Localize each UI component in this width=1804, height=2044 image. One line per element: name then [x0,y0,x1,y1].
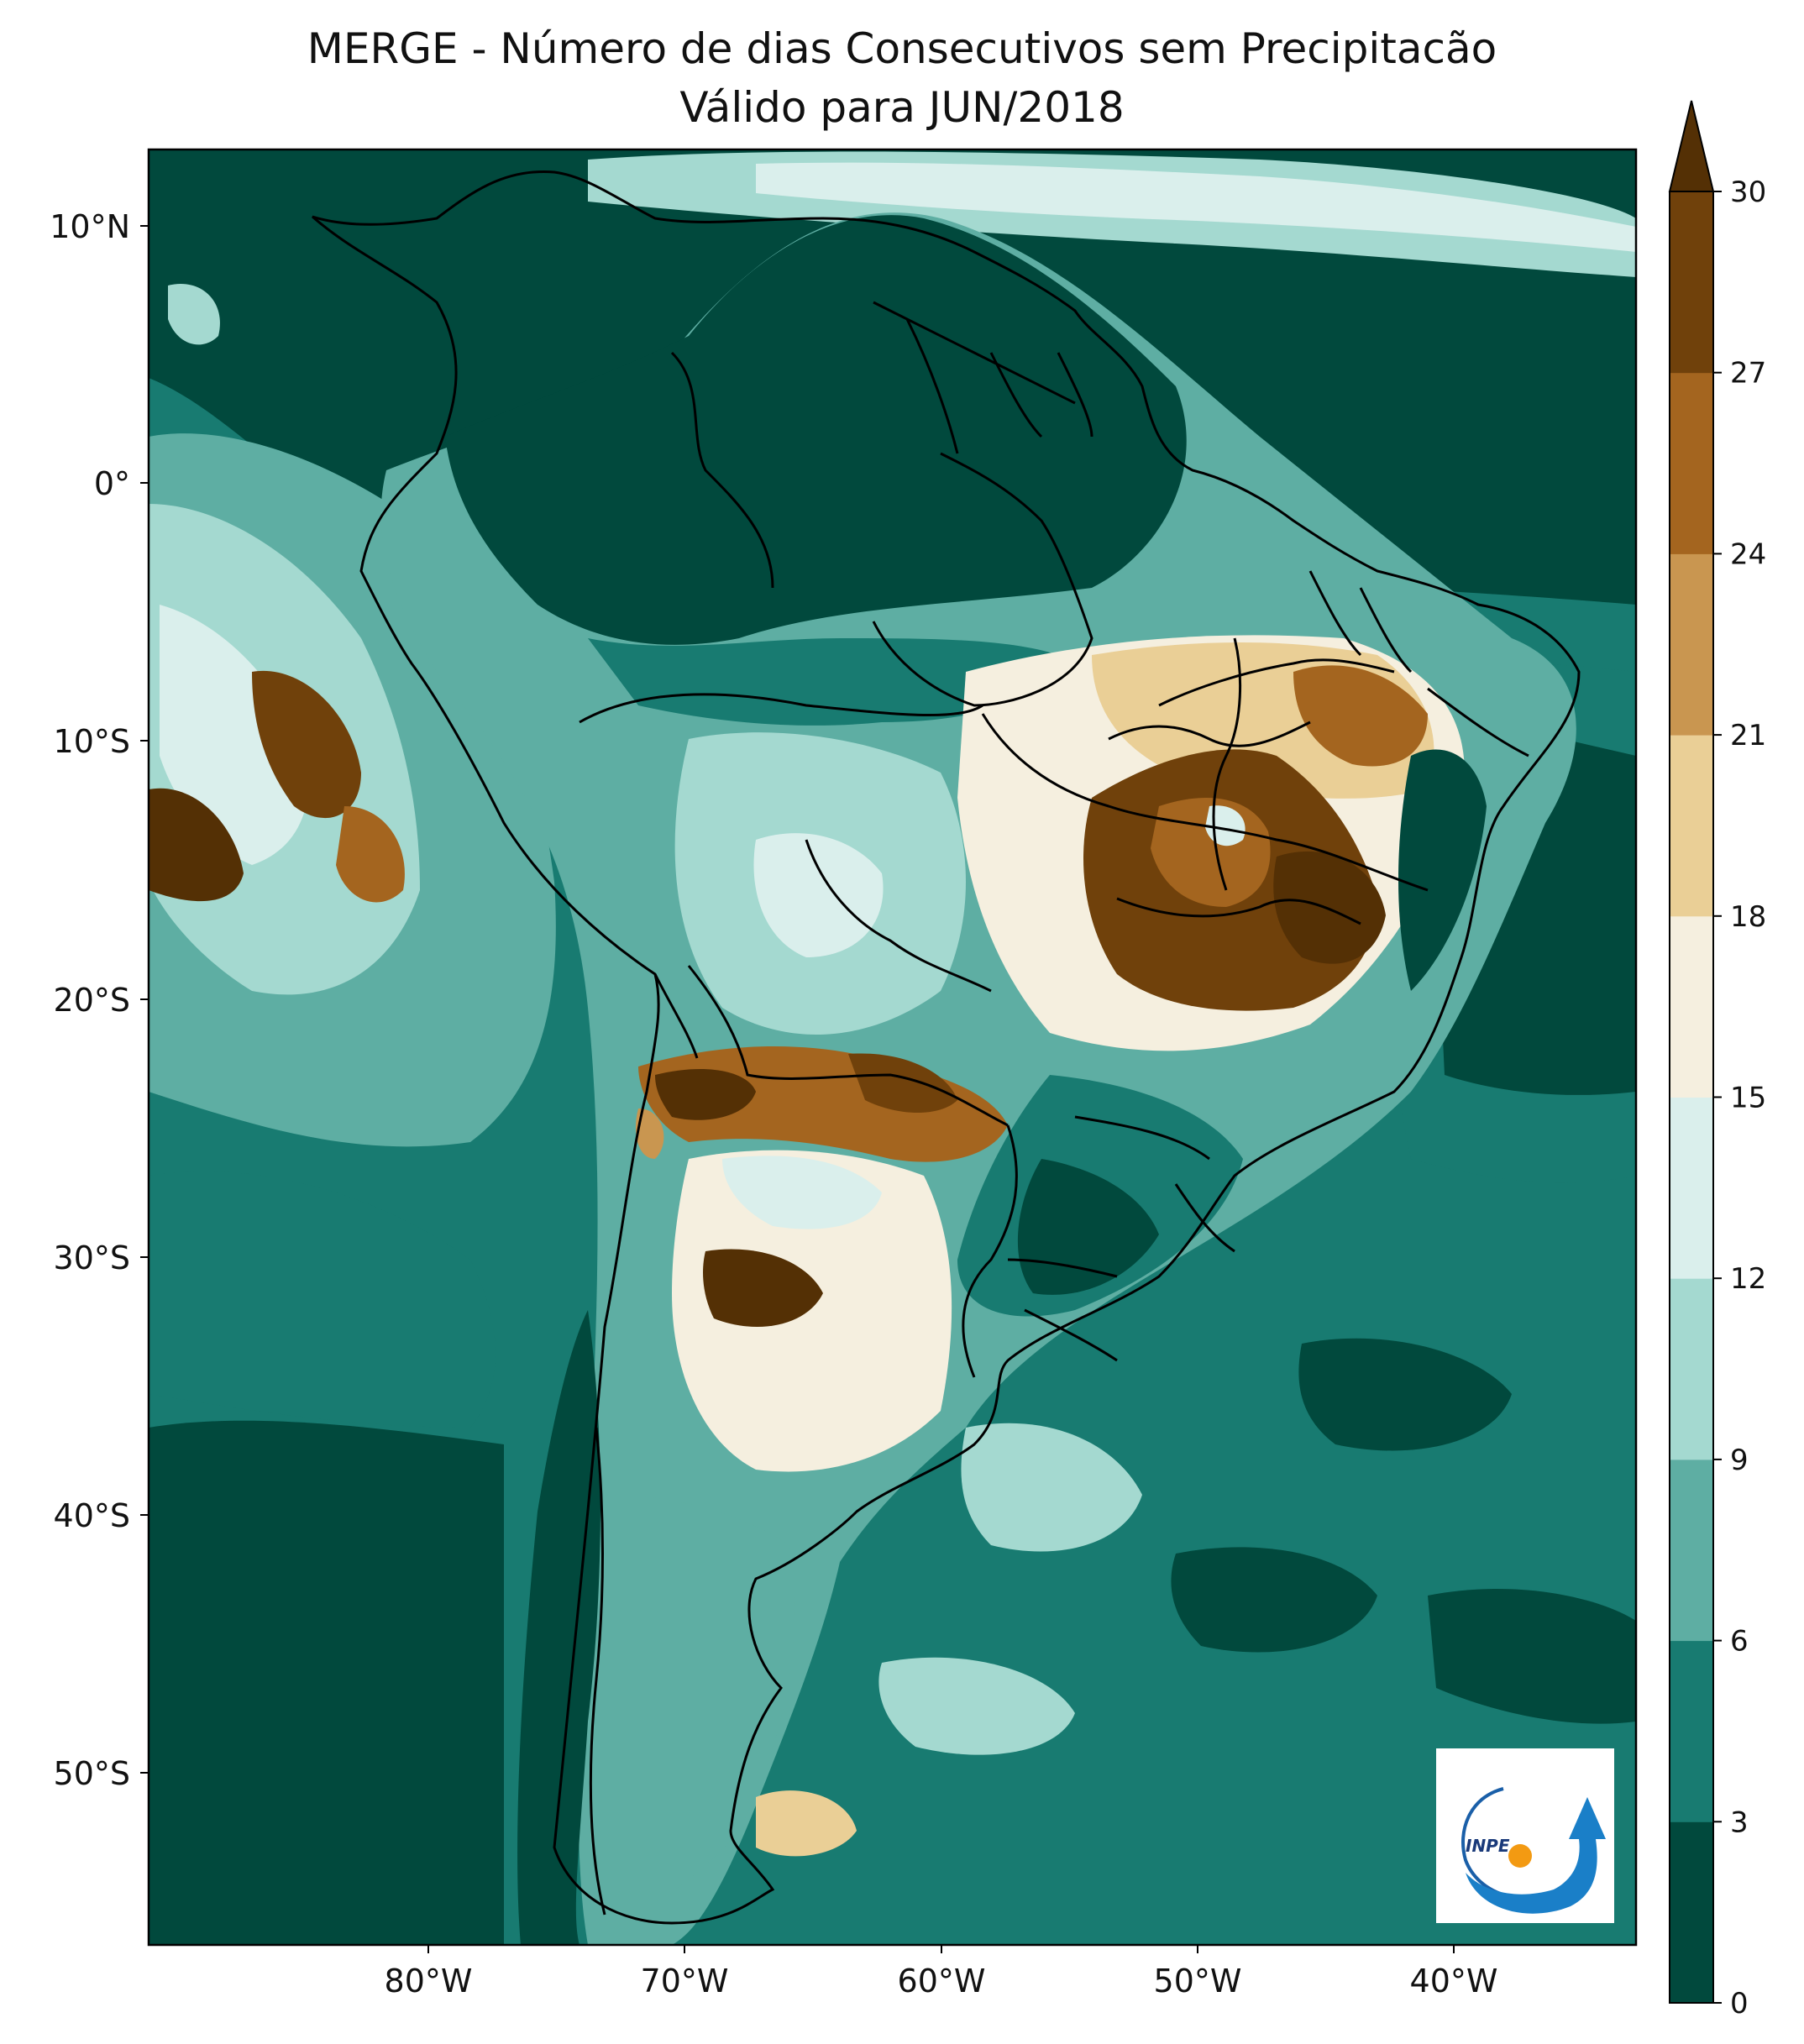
lat-label: 10°N [50,208,130,245]
colorbar-tick-label: 6 [1730,1625,1749,1659]
inpe-logo: INPE [1436,1748,1614,1923]
lon-label: 70°W [641,1963,729,1999]
arrow-icon [1466,1797,1606,1914]
colorbar-tick-label: 15 [1730,1082,1766,1115]
colorbar-segment [1670,1097,1713,1279]
lat-label: 40°S [54,1497,130,1534]
colorbar-segment [1670,735,1713,917]
lat-label: 20°S [54,982,130,1019]
country-borders [312,170,1581,1925]
map-title: MERGE - Número de dias Consecutivos sem … [307,24,1497,73]
colorbar-segment [1670,1640,1713,1822]
inpe-logo-text: INPE [1466,1836,1510,1856]
colorbar-tick-label: 30 [1730,176,1766,209]
colorbar-tick-label: 3 [1730,1806,1749,1839]
lat-label: 50°S [54,1755,130,1792]
colorbar-tick-label: 27 [1730,357,1766,390]
lon-label: 40°W [1410,1963,1498,1999]
lat-label: 30°S [54,1240,130,1276]
colorbar-extend-arrow [1668,100,1715,192]
colorbar-tick-label: 12 [1730,1262,1766,1296]
colorbar-tick-label: 0 [1730,1987,1749,2020]
map-subtitle: Válido para JUN/2018 [679,83,1125,132]
colorbar-segment [1670,1278,1713,1460]
colorbar-tick-label: 9 [1730,1444,1749,1477]
lat-label: 0° [94,465,130,502]
colorbar-tick-label: 21 [1730,719,1766,752]
colorbar-tick-label: 24 [1730,537,1766,571]
lat-label: 10°S [54,723,130,760]
sun-icon [1508,1844,1532,1868]
lon-label: 60°W [898,1963,986,1999]
colorbar-segment [1670,191,1713,374]
colorbar-segment [1670,1459,1713,1642]
lon-label: 80°W [385,1963,473,1999]
map-frame [147,148,1638,1947]
colorbar-segment [1670,372,1713,554]
colorbar-segment [1670,1821,1713,2004]
precipitation-field [149,149,1636,1945]
longitude-axis: 80°W 70°W 60°W 50°W 40°W [385,1945,1498,1999]
colorbar-segment [1670,553,1713,736]
lon-label: 50°W [1154,1963,1242,1999]
colorbar-tick-label: 18 [1730,900,1766,934]
colorbar: 0 3 6 9 12 15 18 21 24 27 30 [1668,100,1766,2020]
latitude-axis: 10°N 0° 10°S 20°S 30°S 40°S 50°S [50,208,149,1792]
colorbar-segment [1670,915,1713,1098]
